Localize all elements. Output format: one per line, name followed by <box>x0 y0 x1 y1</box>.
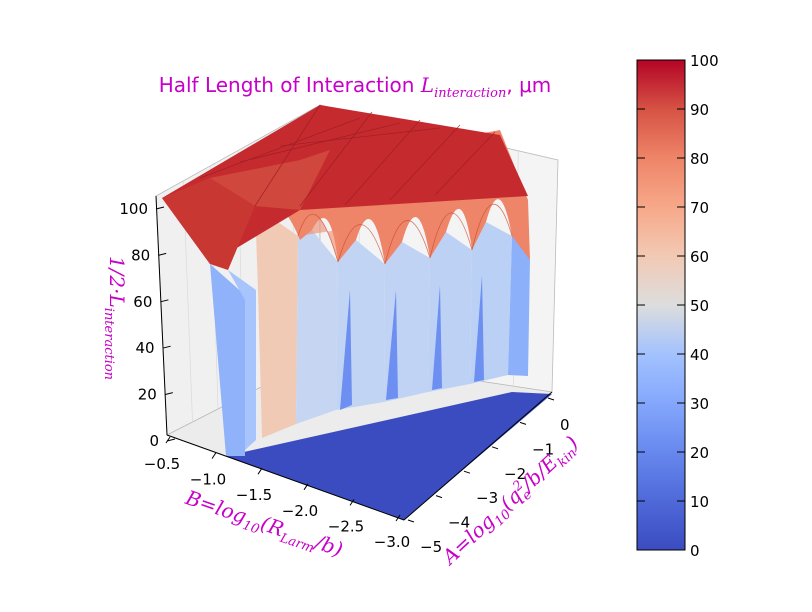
x-tick-mark <box>257 467 263 475</box>
z-tick-label: 80 <box>131 246 150 264</box>
z-tick-mark <box>160 299 169 303</box>
z-tick-mark <box>162 345 171 349</box>
surface-plateau <box>162 105 528 264</box>
z-tick-label: 40 <box>136 339 155 357</box>
y-tick-mark <box>407 519 415 523</box>
y-tick-mark <box>435 495 443 499</box>
z-tick-label: 60 <box>133 293 152 311</box>
x-tick-mark <box>303 483 309 491</box>
z-tick-label: 20 <box>138 386 157 404</box>
chart-title: Half Length of Interaction Linteraction,… <box>159 73 552 101</box>
z-tick-label: 0 <box>149 432 159 450</box>
y-tick-label: −1 <box>532 440 554 458</box>
axis-lines <box>155 195 553 521</box>
colorbar-tick-label: 10 <box>690 493 709 511</box>
x-tick-label: −0.5 <box>144 455 180 473</box>
colorbar-tick-label: 80 <box>690 150 709 168</box>
surface-strip <box>508 230 530 376</box>
y-tick-mark <box>519 421 527 425</box>
colorbar-tick-label: 40 <box>690 346 709 364</box>
x-tick-label: −1.5 <box>236 486 272 504</box>
colorbar-tick-label: 20 <box>690 444 709 462</box>
z-axis-ticks: 0 20 40 60 80 100 <box>119 200 176 450</box>
surface-strip <box>296 230 338 424</box>
colorbar-tick-label: 70 <box>690 199 709 217</box>
x-tick-label: −1.0 <box>190 471 226 489</box>
z-tick-mark <box>155 206 165 210</box>
x-tick-mark <box>165 436 171 444</box>
y-tick-label: −2 <box>504 465 526 483</box>
surface-strip <box>255 206 298 438</box>
z-tick-mark <box>164 392 173 396</box>
y-tick-mark <box>547 397 555 401</box>
surface-plot <box>162 104 552 520</box>
colorbar-tick-label: 90 <box>690 101 709 119</box>
x-tick-mark <box>211 452 217 459</box>
y-axis-ticks: 0 −1 −2 −3 −4 −5 <box>407 397 570 556</box>
colorbar-tick-label: 0 <box>690 542 700 560</box>
surface-floor <box>226 392 552 520</box>
y-tick-label: 0 <box>560 416 570 434</box>
x-tick-label: −2.0 <box>282 502 318 520</box>
colorbar: 0 10 20 30 40 50 60 70 80 90 100 <box>636 52 719 560</box>
x-tick-label: −3.0 <box>374 533 410 551</box>
y-tick-label: −5 <box>420 538 442 556</box>
z-tick-mark <box>158 252 167 256</box>
x-tick-mark <box>395 514 401 522</box>
colorbar-ticks: 0 10 20 30 40 50 60 70 80 90 100 <box>637 52 719 560</box>
z-axis-label: 1/2·Linteraction <box>101 256 129 380</box>
y-tick-label: −3 <box>476 489 498 507</box>
y-tick-label: −4 <box>448 514 470 532</box>
colorbar-tick-label: 60 <box>690 248 709 266</box>
colorbar-tick-label: 100 <box>690 52 719 70</box>
colorbar-tick-label: 30 <box>690 395 709 413</box>
surface-wall-left <box>210 264 245 456</box>
z-tick-mark <box>166 438 176 442</box>
x-tick-label: −2.5 <box>328 517 364 535</box>
x-tick-mark <box>349 499 355 506</box>
y-tick-mark <box>463 470 471 474</box>
x-axis-ticks: −0.5 −1.0 −1.5 −2.0 −2.5 −3.0 <box>144 436 410 551</box>
colorbar-tick-label: 50 <box>690 297 709 315</box>
y-tick-mark <box>491 446 499 450</box>
z-tick-label: 100 <box>119 200 148 218</box>
